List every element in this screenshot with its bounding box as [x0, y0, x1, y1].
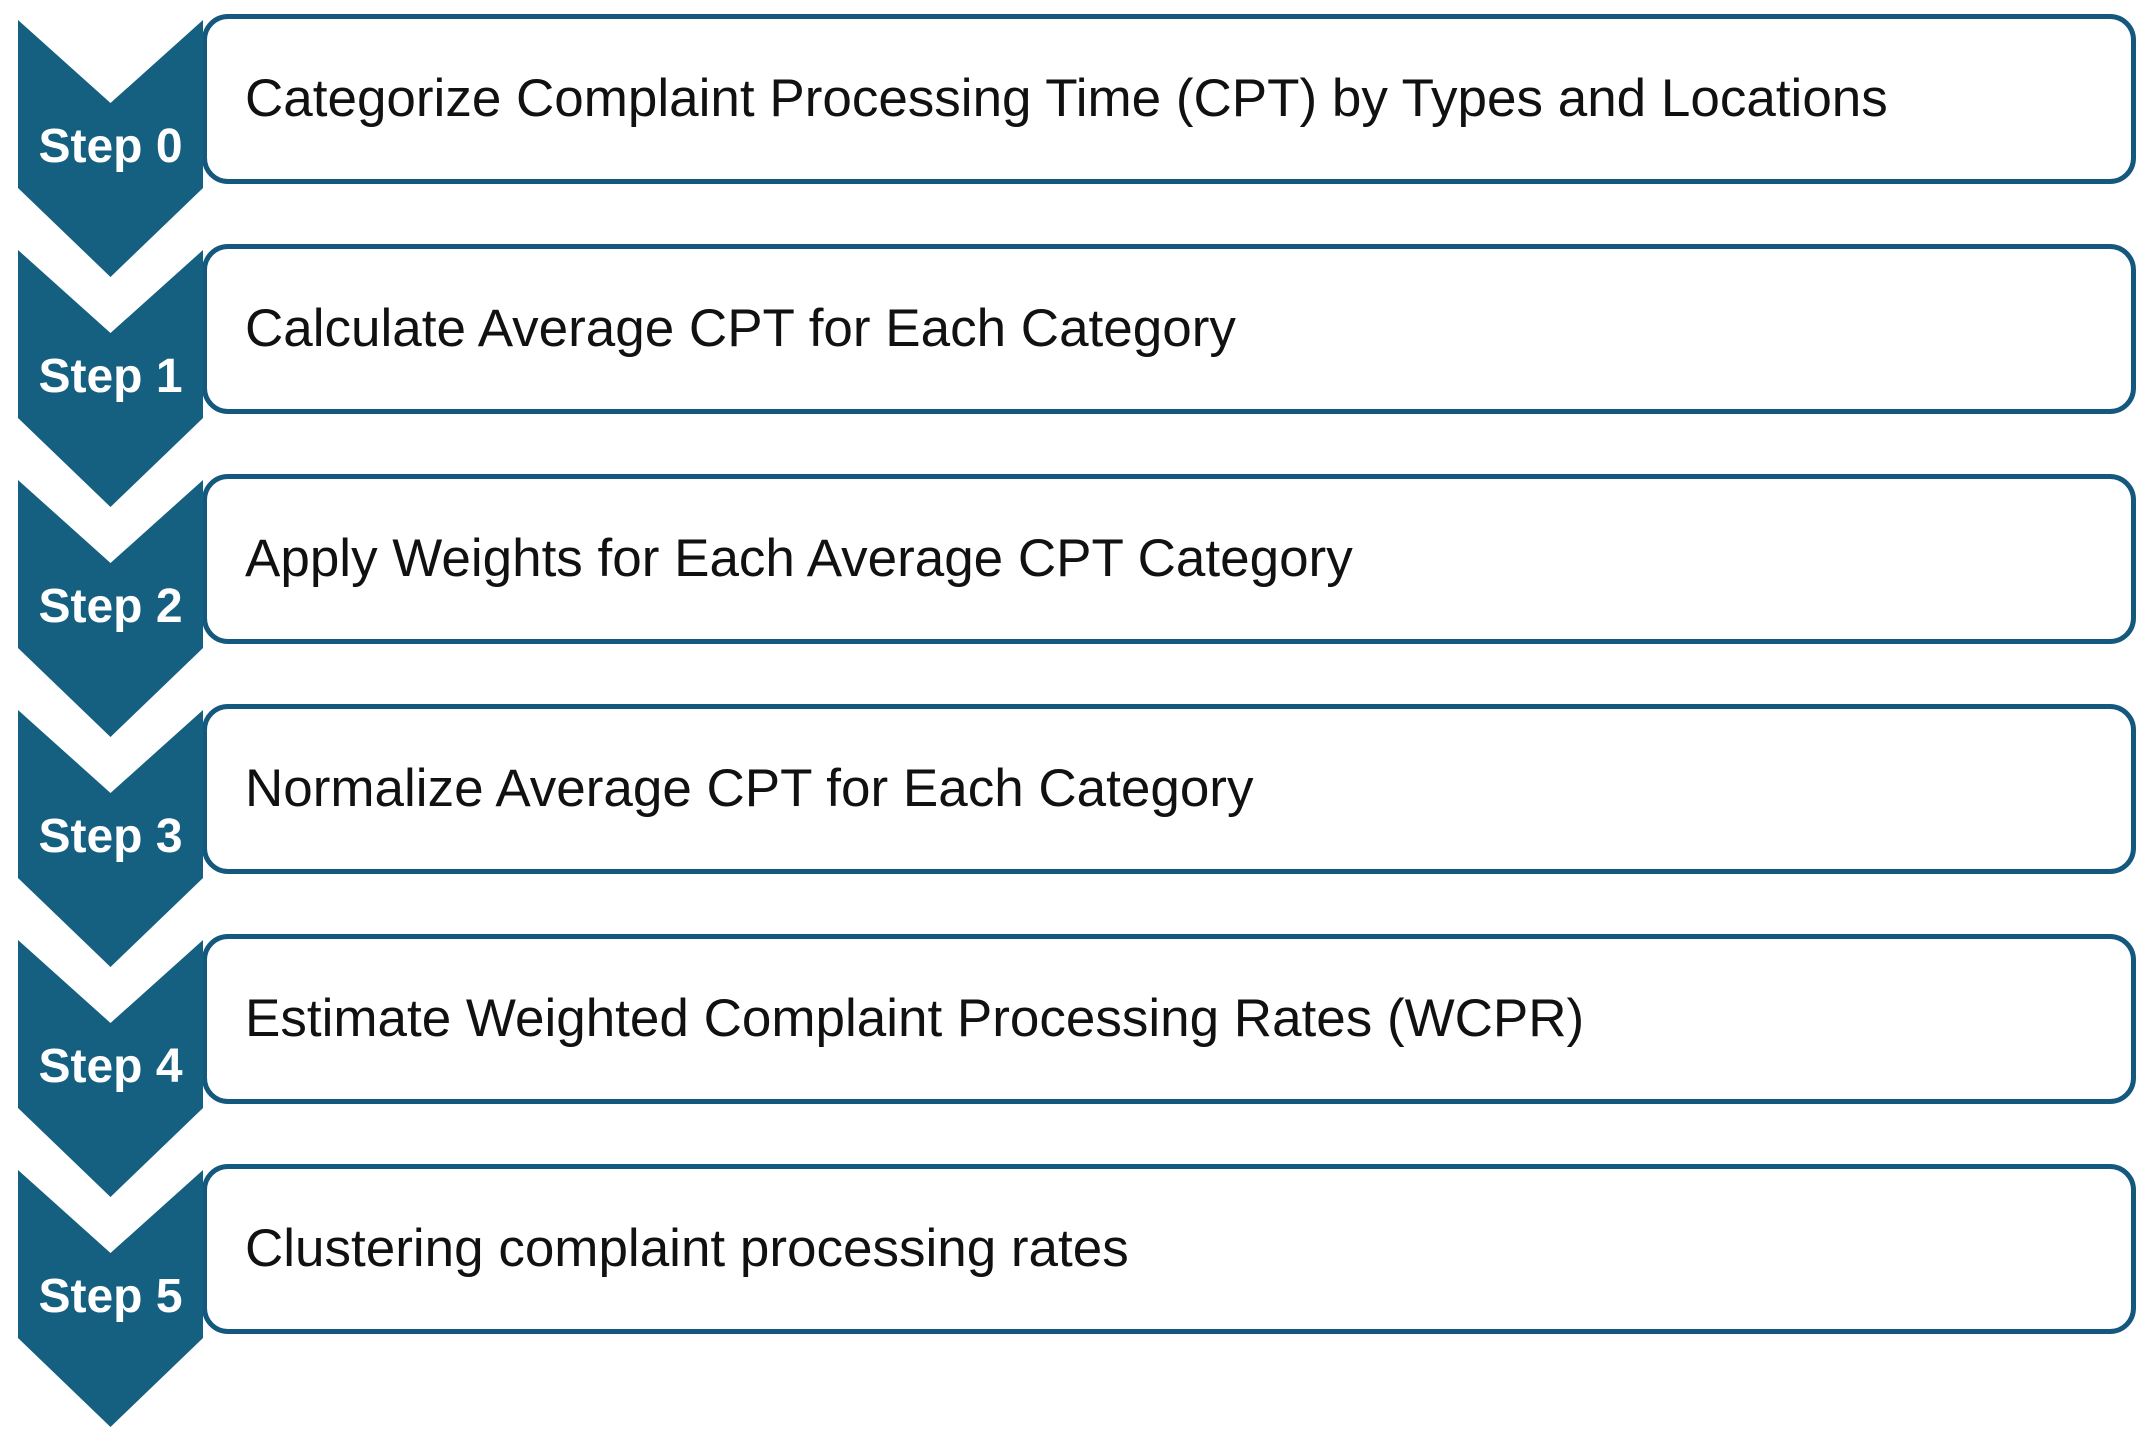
step-box: Estimate Weighted Complaint Processing R… — [202, 934, 2136, 1104]
step-row: Step 0 Categorize Complaint Processing T… — [0, 14, 2150, 277]
step-description: Clustering complaint processing rates — [245, 1219, 1129, 1278]
step-description: Apply Weights for Each Average CPT Categ… — [245, 529, 1353, 588]
step-row: Step 1 Calculate Average CPT for Each Ca… — [0, 244, 2150, 507]
step-chevron: Step 0 — [18, 20, 203, 277]
chevron-down-icon — [18, 940, 203, 1197]
step-description: Normalize Average CPT for Each Category — [245, 759, 1254, 818]
step-box: Clustering complaint processing rates — [202, 1164, 2136, 1334]
step-row: Step 2 Apply Weights for Each Average CP… — [0, 474, 2150, 737]
step-label: Step 1 — [38, 350, 183, 403]
chevron-down-icon — [18, 1170, 203, 1427]
step-row: Step 3 Normalize Average CPT for Each Ca… — [0, 704, 2150, 967]
step-row: Step 4 Estimate Weighted Complaint Proce… — [0, 934, 2150, 1197]
step-label: Step 3 — [38, 810, 183, 863]
step-description: Categorize Complaint Processing Time (CP… — [245, 69, 1888, 128]
chevron-down-icon — [18, 710, 203, 967]
step-box: Categorize Complaint Processing Time (CP… — [202, 14, 2136, 184]
step-label: Step 4 — [38, 1040, 183, 1093]
step-chevron: Step 1 — [18, 250, 203, 507]
chevron-down-icon — [18, 20, 203, 277]
step-row: Step 5 Clustering complaint processing r… — [0, 1164, 2150, 1427]
step-box: Apply Weights for Each Average CPT Categ… — [202, 474, 2136, 644]
step-chevron: Step 2 — [18, 480, 203, 737]
step-box: Calculate Average CPT for Each Category — [202, 244, 2136, 414]
chevron-down-icon — [18, 250, 203, 507]
step-chevron: Step 4 — [18, 940, 203, 1197]
step-label: Step 5 — [38, 1270, 183, 1323]
step-description: Calculate Average CPT for Each Category — [245, 299, 1236, 358]
chevron-down-icon — [18, 480, 203, 737]
step-label: Step 2 — [38, 580, 183, 633]
step-label: Step 0 — [38, 120, 183, 173]
step-description: Estimate Weighted Complaint Processing R… — [245, 989, 1585, 1048]
step-chevron: Step 3 — [18, 710, 203, 967]
step-chevron: Step 5 — [18, 1170, 203, 1427]
step-box: Normalize Average CPT for Each Category — [202, 704, 2136, 874]
